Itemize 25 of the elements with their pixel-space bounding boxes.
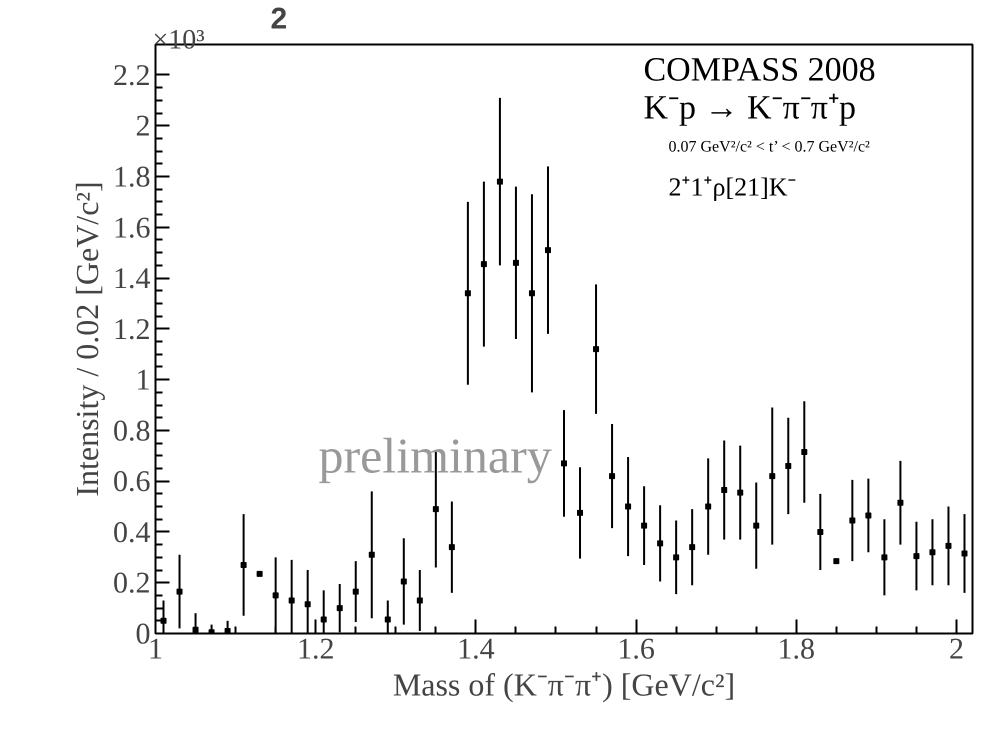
x-tick-label: 1.2 <box>296 632 334 666</box>
x-tick-label: 1.4 <box>457 632 495 666</box>
y-tick-label: 0.2 <box>113 566 150 600</box>
y-tick-label: 0.4 <box>113 516 150 549</box>
annotation: COMPASS 2008 <box>644 52 876 88</box>
y-tick-label: 0.8 <box>113 414 150 448</box>
x-axis-title: Mass of (K⁻π⁻π⁺) [GeV/c²] <box>392 666 736 702</box>
y-tick-label: 1 <box>136 364 150 397</box>
chart-title: 2 <box>270 2 288 36</box>
annotation: 0.07 GeV²/c² < t’ < 0.7 GeV²/c² <box>668 138 870 156</box>
annotation: K⁻p → K⁻π⁻π⁺p <box>644 90 856 126</box>
y-tick-label: 2 <box>136 110 150 143</box>
x-tick-label: 1.6 <box>617 632 655 666</box>
x-tick-label: 2 <box>948 632 964 666</box>
y-tick-label: 1.2 <box>113 312 150 346</box>
y-axis-title: Intensity / 0.02 [GeV/c²] <box>69 181 105 497</box>
y-tick-label: 1.8 <box>113 160 150 194</box>
annotation: 2⁺1⁺ρ[21]K⁻ <box>668 172 797 202</box>
y-tick-label: 2.2 <box>113 58 150 92</box>
x-tick-label: 1.8 <box>778 632 816 666</box>
y-tick-label: 0.6 <box>113 465 150 498</box>
annotation: preliminary <box>318 428 552 484</box>
y-tick-label: 1.6 <box>113 211 150 244</box>
y-tick-label: 1.4 <box>113 262 150 296</box>
y-tick-label: 0 <box>136 618 150 650</box>
